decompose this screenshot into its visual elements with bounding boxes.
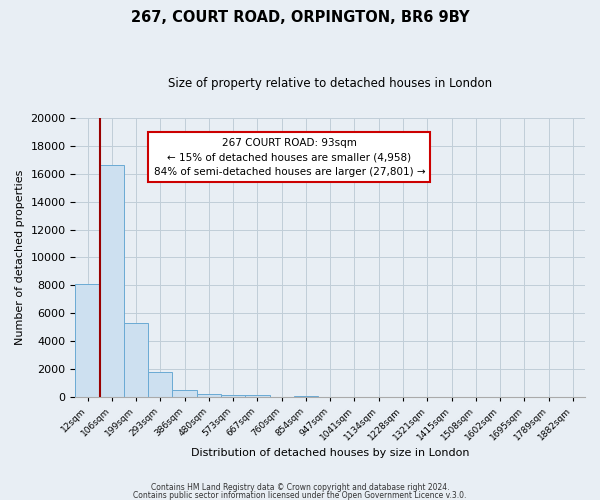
Text: Contains public sector information licensed under the Open Government Licence v.: Contains public sector information licen… (133, 490, 467, 500)
Y-axis label: Number of detached properties: Number of detached properties (15, 170, 25, 345)
Bar (172, 390, 197, 397)
Bar (100, 166, 124, 397)
Bar (221, 394, 245, 397)
Bar (197, 394, 221, 397)
Bar (76, 284, 100, 397)
Text: Contains HM Land Registry data © Crown copyright and database right 2024.: Contains HM Land Registry data © Crown c… (151, 484, 449, 492)
Bar (124, 323, 148, 397)
Bar (245, 396, 269, 397)
Text: 267 COURT ROAD: 93sqm
← 15% of detached houses are smaller (4,958)
84% of semi-d: 267 COURT ROAD: 93sqm ← 15% of detached … (154, 138, 425, 177)
Text: 267, COURT ROAD, ORPINGTON, BR6 9BY: 267, COURT ROAD, ORPINGTON, BR6 9BY (131, 10, 469, 25)
X-axis label: Distribution of detached houses by size in London: Distribution of detached houses by size … (191, 448, 469, 458)
Bar (148, 372, 172, 397)
Title: Size of property relative to detached houses in London: Size of property relative to detached ho… (168, 78, 492, 90)
Bar (294, 396, 318, 397)
